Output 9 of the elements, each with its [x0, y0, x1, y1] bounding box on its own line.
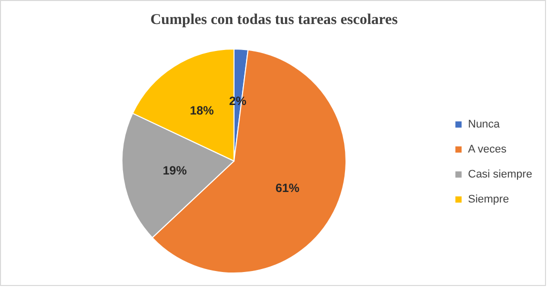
data-label: 2%: [229, 94, 247, 108]
legend-label: Casi siempre: [468, 168, 532, 180]
data-label: 19%: [162, 163, 188, 178]
legend-label: Nunca: [468, 118, 501, 130]
data-label: 61%: [275, 181, 300, 196]
data-label: 18%: [190, 103, 214, 118]
legend-label: Siempre: [468, 194, 509, 206]
legend-label: A veces: [468, 144, 508, 156]
chart-title: Cumples con todas tus tareas escolares: [150, 12, 398, 28]
